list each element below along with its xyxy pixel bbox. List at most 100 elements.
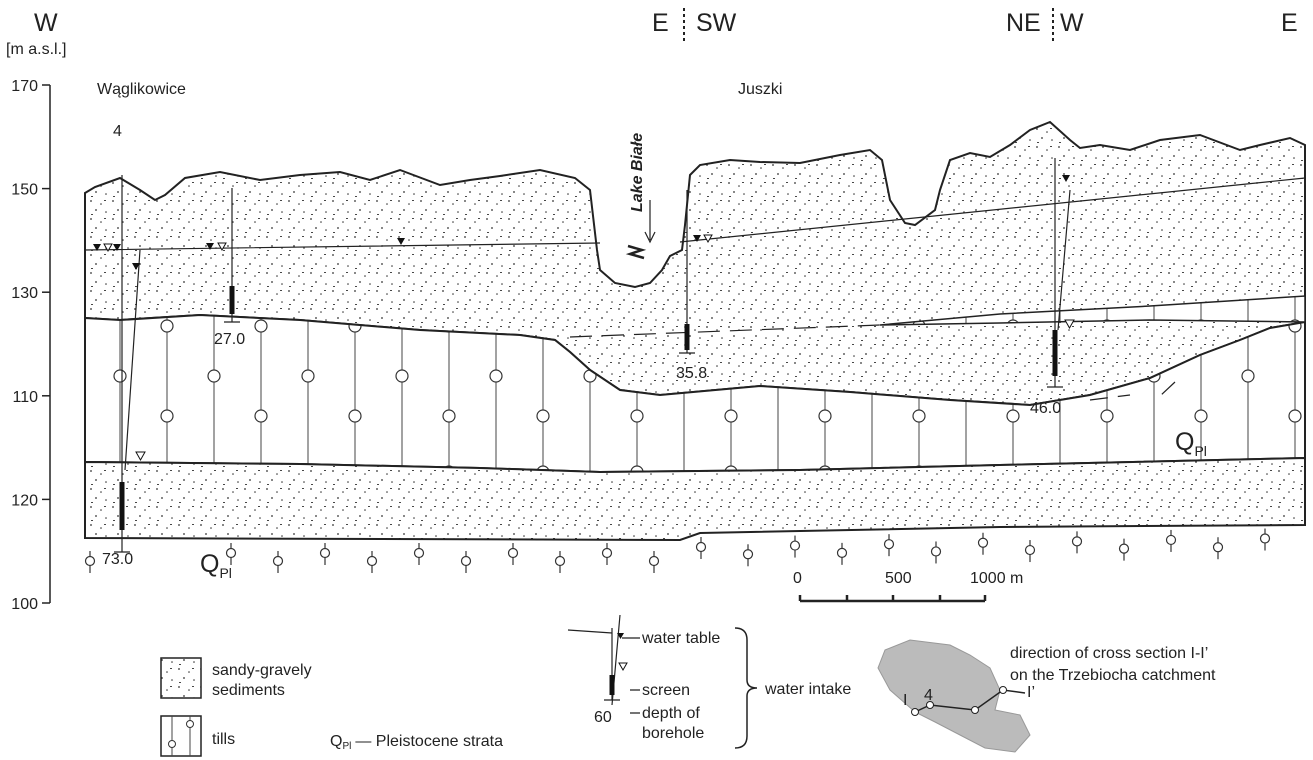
till-circle bbox=[695, 541, 707, 553]
map-point bbox=[911, 708, 919, 716]
till-circle bbox=[648, 555, 660, 567]
direction: W bbox=[34, 9, 58, 37]
dashed-boundary bbox=[1089, 381, 1176, 401]
tick-label: 110 bbox=[12, 389, 38, 406]
scale-bar: 0 500 1000 m bbox=[793, 570, 1023, 603]
dashed-boundary bbox=[569, 324, 881, 338]
borehole-number: 4 bbox=[113, 123, 122, 140]
till-circle bbox=[272, 555, 284, 567]
tick-label: 130 bbox=[11, 285, 38, 302]
legend-mark bbox=[617, 633, 624, 639]
direction: E bbox=[652, 9, 669, 37]
axis-unit: [m a.s.l.] bbox=[6, 41, 66, 58]
till-circle bbox=[1024, 544, 1036, 556]
legend-text: screen bbox=[642, 682, 690, 699]
till-circle bbox=[1165, 534, 1177, 546]
legend-text: sediments bbox=[212, 682, 285, 699]
legend-brace bbox=[734, 627, 758, 749]
lower-sand bbox=[84, 456, 1306, 542]
axis-ticks: 170 150 130 110 120 100 bbox=[11, 78, 50, 613]
legend-mark bbox=[618, 662, 628, 672]
legend-arrows bbox=[622, 637, 640, 714]
till-circle bbox=[1259, 533, 1271, 544]
depth: 27.0 bbox=[214, 331, 245, 348]
tick-label: 120 bbox=[11, 492, 38, 509]
map-point bbox=[971, 706, 979, 714]
lake-label: Lake Białe bbox=[629, 133, 646, 212]
till-circle bbox=[460, 555, 472, 567]
till-circle bbox=[1071, 536, 1083, 547]
till-circle bbox=[789, 540, 801, 551]
legend: sandy-gravely sediments tills QPl — Pleis… bbox=[160, 614, 1216, 757]
lake-arrow bbox=[644, 200, 656, 244]
legend-text: borehole bbox=[642, 725, 704, 742]
legend-text: tills bbox=[212, 731, 235, 748]
bottom-till-symbols bbox=[84, 528, 1271, 573]
till-circle bbox=[601, 547, 613, 559]
strata-symbol: QPl bbox=[200, 550, 232, 581]
map-label: I bbox=[903, 692, 907, 709]
legend-text: direction of cross section I-I’ bbox=[1010, 645, 1208, 662]
scale-label: 500 bbox=[885, 570, 912, 587]
direction: SW bbox=[696, 9, 737, 37]
till-circle bbox=[554, 555, 566, 567]
till-circle bbox=[930, 546, 942, 557]
till-circle bbox=[366, 555, 378, 567]
direction: NE bbox=[1006, 9, 1041, 37]
depth: 73.0 bbox=[102, 551, 133, 568]
legend-swatch-circle bbox=[168, 740, 176, 748]
direction: W bbox=[1060, 9, 1084, 37]
map-label: 4 bbox=[924, 687, 933, 704]
depth: 46.0 bbox=[1030, 400, 1061, 417]
map-point bbox=[999, 686, 1007, 694]
till-circle bbox=[225, 547, 237, 559]
legend-text: water intake bbox=[764, 681, 851, 698]
legend-text: on the Trzebiocha catchment bbox=[1010, 667, 1216, 684]
scale-line bbox=[798, 595, 987, 603]
lake-water-symbol bbox=[625, 244, 647, 260]
till-circle bbox=[319, 547, 331, 559]
till-circle bbox=[413, 547, 425, 559]
till-circle bbox=[742, 549, 754, 560]
legend-screen bbox=[609, 675, 615, 695]
screen bbox=[119, 482, 125, 530]
legend-text: QPl — Pleistocene strata bbox=[330, 733, 503, 752]
strata-symbol: QPl bbox=[1175, 428, 1207, 459]
till-circle bbox=[1118, 543, 1130, 554]
depth: 35.8 bbox=[676, 365, 707, 382]
map-point bbox=[926, 701, 934, 709]
screen bbox=[229, 286, 235, 314]
till-circle bbox=[883, 539, 895, 550]
scale-label: 0 bbox=[793, 570, 802, 587]
till-circle bbox=[836, 547, 848, 558]
catchment-map bbox=[877, 639, 1031, 753]
legend-text: depth of bbox=[642, 705, 700, 722]
till-circle bbox=[1212, 542, 1224, 553]
directions: W E SW NE W E bbox=[34, 8, 1298, 42]
legend-swatch bbox=[160, 715, 202, 757]
till-circle bbox=[84, 555, 96, 567]
map-label: I’ bbox=[1027, 684, 1035, 701]
scale-label: 1000 m bbox=[970, 570, 1023, 587]
boreholes bbox=[93, 158, 1075, 553]
place: Juszki bbox=[738, 81, 782, 98]
tick-label: 170 bbox=[11, 78, 38, 95]
water-table-mark bbox=[103, 234, 1075, 462]
water-table-line bbox=[84, 177, 1306, 251]
till-band bbox=[879, 295, 1306, 326]
till-circle bbox=[507, 547, 519, 559]
legend-swatch-circle bbox=[186, 720, 194, 728]
legend-borehole bbox=[567, 614, 621, 706]
screen bbox=[684, 324, 690, 350]
legend-text: sandy-gravely bbox=[212, 662, 312, 679]
legend-text: 60 bbox=[594, 709, 612, 726]
legend-swatch bbox=[160, 657, 202, 699]
place: Wąglikowice bbox=[97, 81, 186, 98]
tick-label: 100 bbox=[11, 596, 38, 613]
till-circle bbox=[977, 537, 989, 548]
direction: E bbox=[1281, 9, 1298, 37]
legend-text: water table bbox=[641, 630, 720, 647]
tick-label: 150 bbox=[11, 182, 38, 199]
screen bbox=[1052, 330, 1058, 376]
